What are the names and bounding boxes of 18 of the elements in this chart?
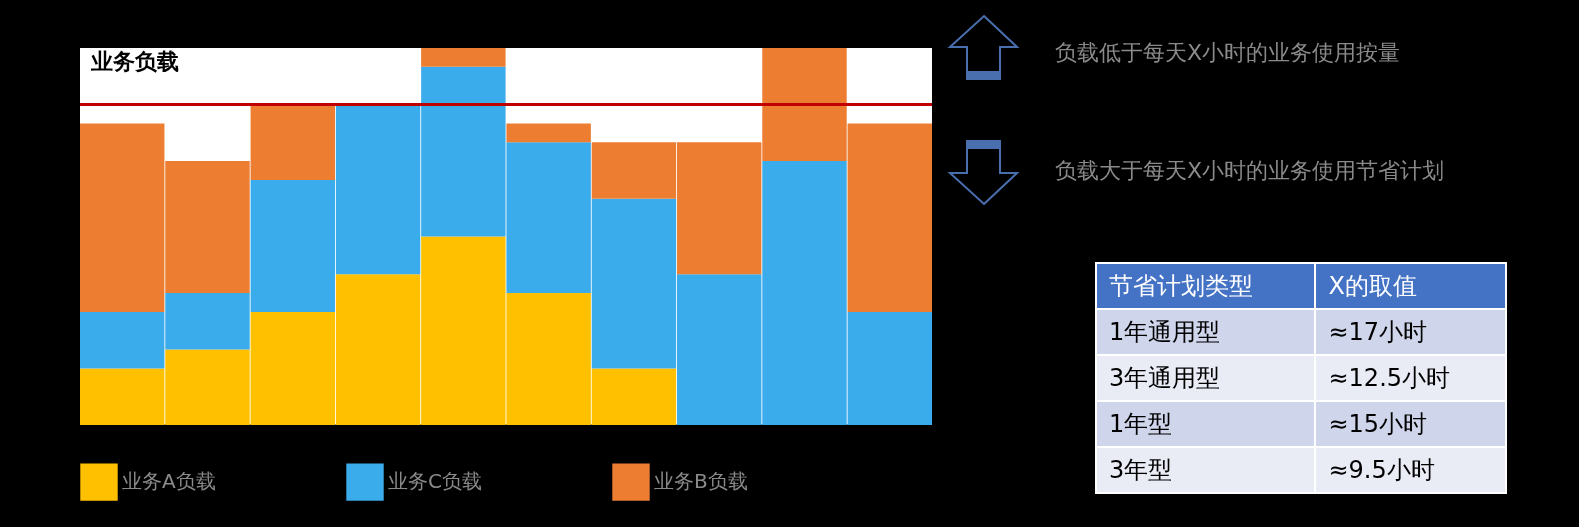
text: ≈17小时: [1315, 309, 1506, 355]
text: 负载低于每天X小时的业务使用按量: [1055, 39, 1401, 67]
legend-label: 业务A负载: [122, 469, 216, 494]
text: 负载大于每天X小时的业务使用节省计划: [1055, 157, 1445, 185]
text: 3年通用型: [1096, 355, 1316, 401]
legend-label: 业务B负载: [654, 469, 748, 494]
text: 1年型: [1096, 401, 1316, 447]
text: ≈12.5小时: [1315, 355, 1506, 401]
text: ≈9.5小时: [1315, 447, 1506, 493]
chart-title: 业务负载: [89, 49, 179, 74]
text: X的取值: [1315, 263, 1506, 309]
bar: [506, 123, 591, 143]
text: 节省计划类型: [1096, 263, 1316, 309]
text: 3年型: [1096, 447, 1316, 493]
text: ≈15小时: [1315, 401, 1506, 447]
text: 1年通用型: [1096, 309, 1316, 355]
legend-label: 业务C负载: [388, 469, 482, 494]
bar: [421, 48, 506, 67]
